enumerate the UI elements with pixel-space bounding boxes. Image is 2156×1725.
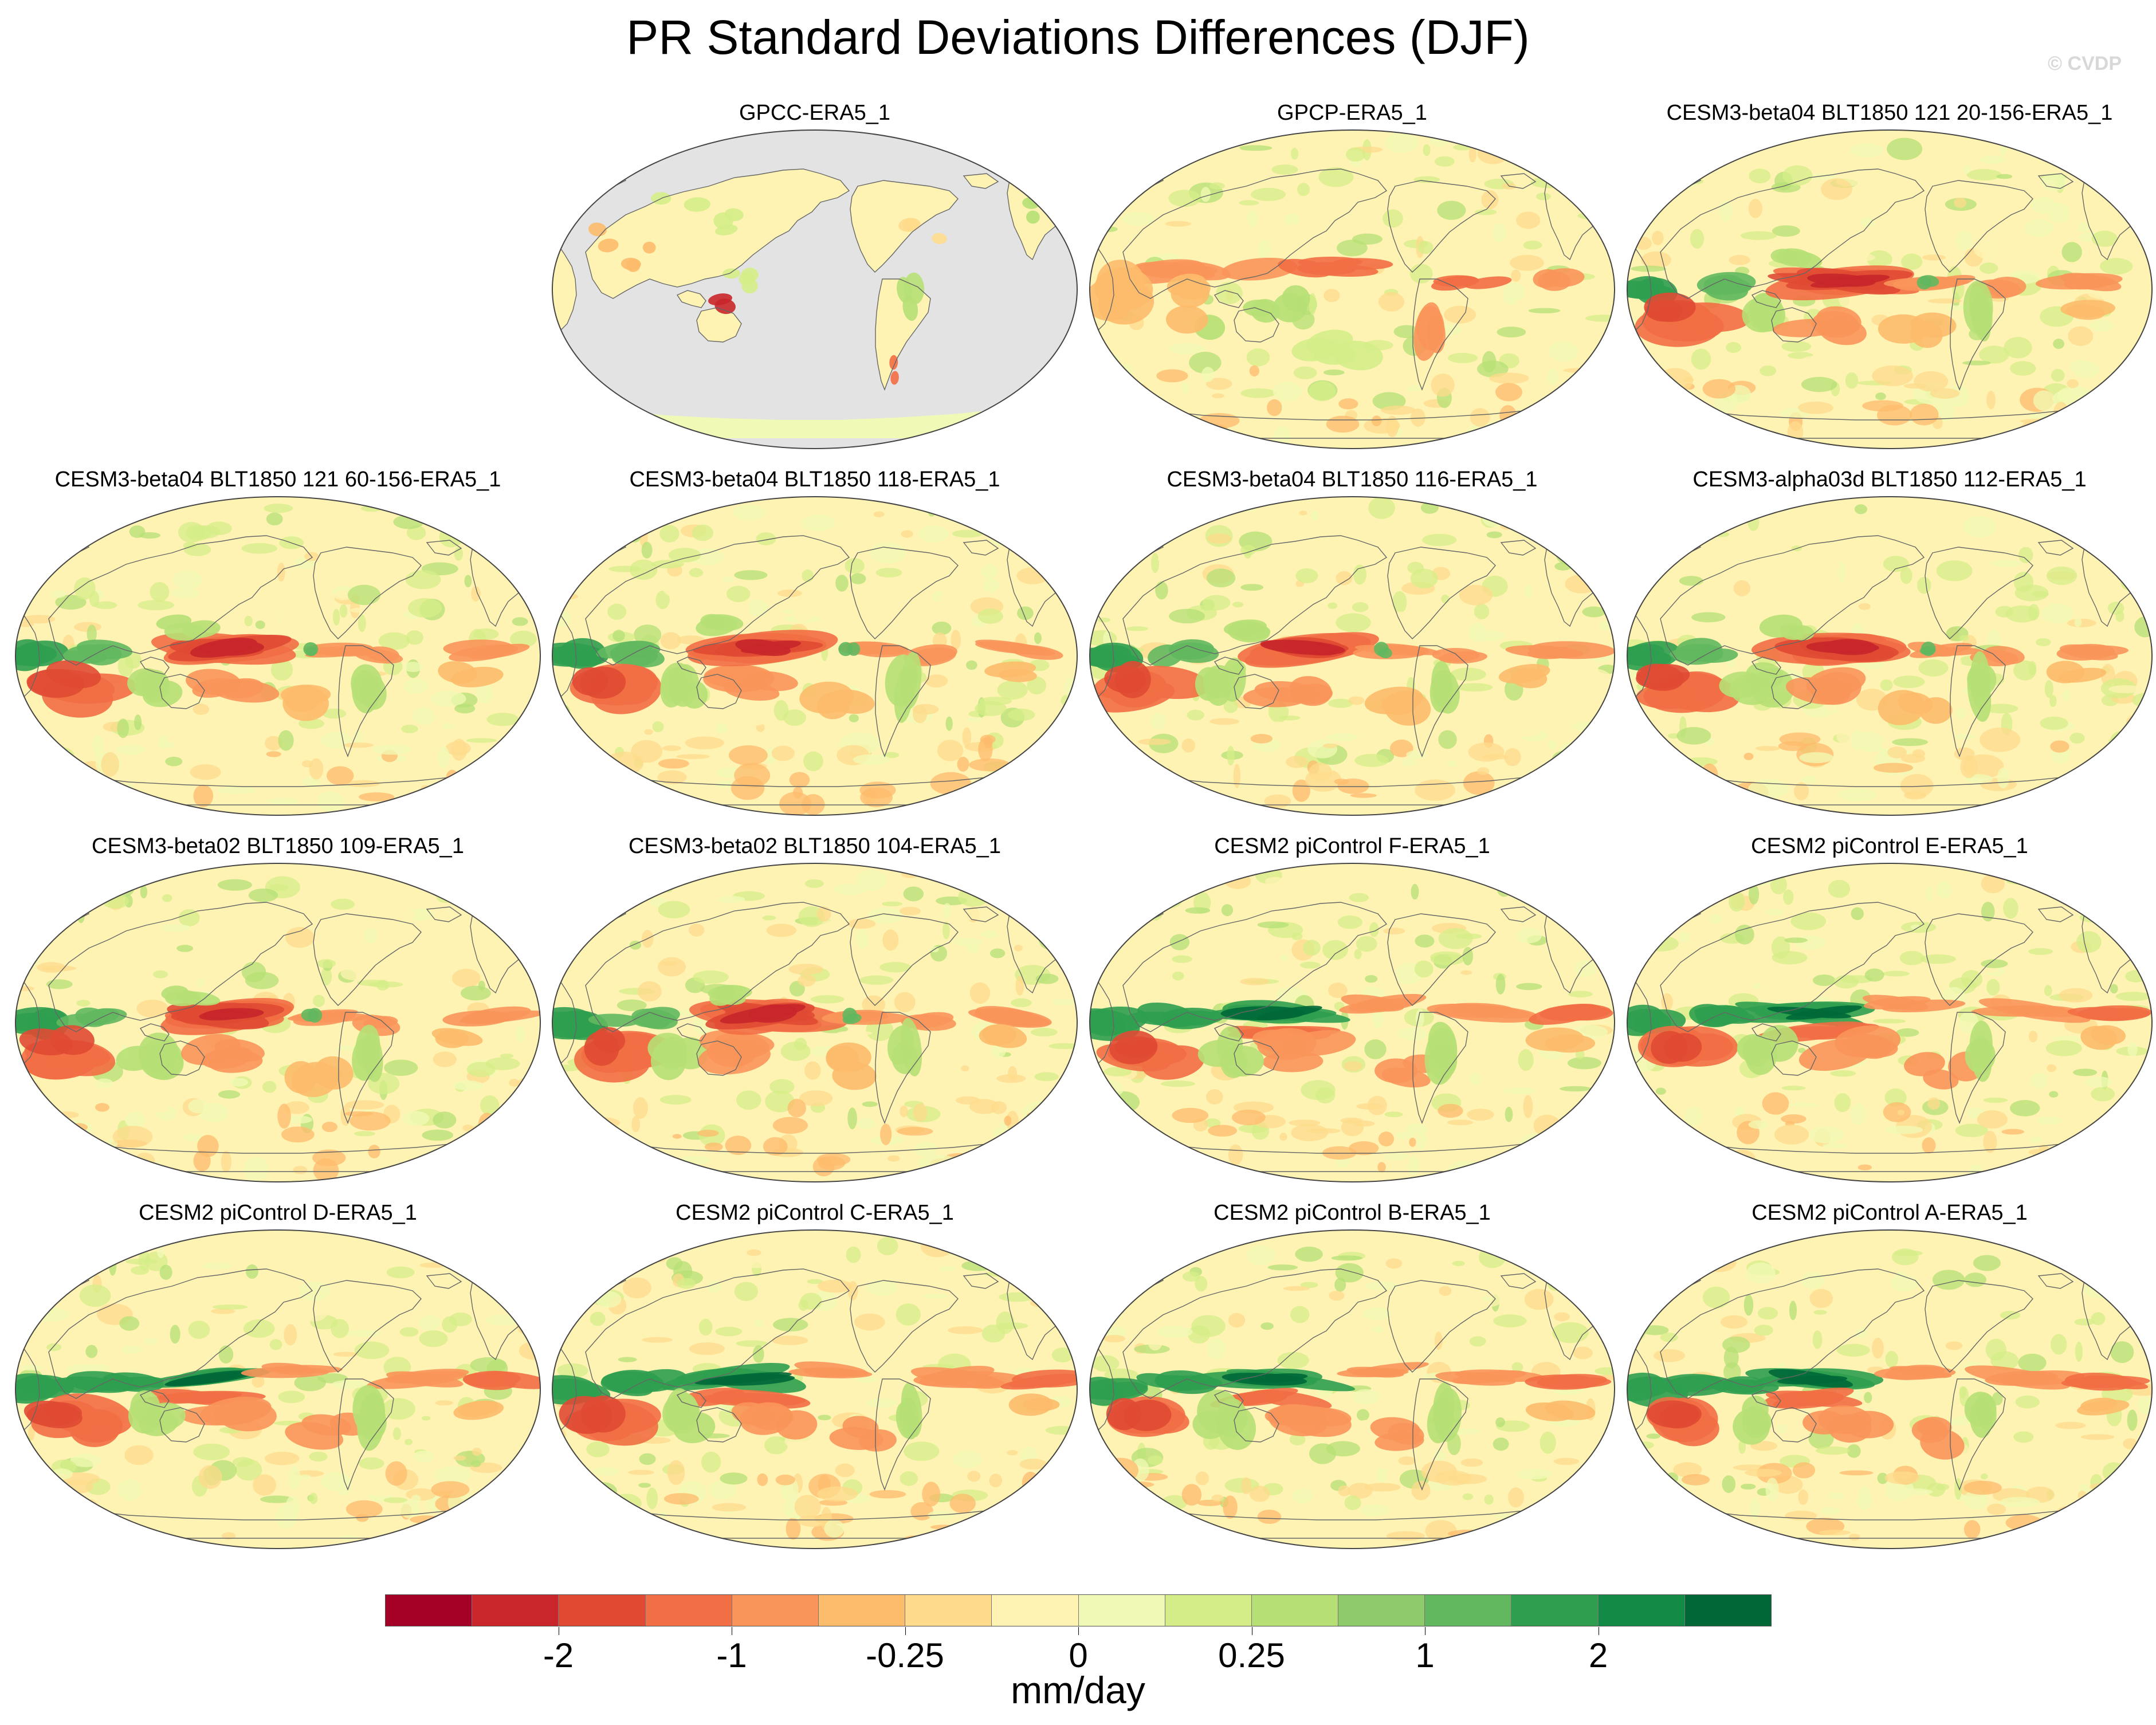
- colorbar-swatch: [1338, 1595, 1425, 1626]
- colorbar-swatch: [1684, 1595, 1771, 1626]
- world-map: [1089, 496, 1615, 816]
- world-map: [1627, 1229, 2153, 1549]
- panel-title: GPCC-ERA5_1: [739, 101, 890, 125]
- world-map: [15, 496, 541, 816]
- world-map: [1627, 863, 2153, 1182]
- map-field: [1090, 863, 1615, 1182]
- figure-title: PR Standard Deviations Differences (DJF): [626, 10, 1530, 64]
- map-panel: GPCC-ERA5_1: [551, 100, 1078, 449]
- map-panel: CESM3-beta04 BLT1850 116-ERA5_1: [1089, 467, 1616, 816]
- map-panel: CESM3-alpha03d BLT1850 112-ERA5_1: [1626, 467, 2153, 816]
- panel-title: CESM2 piControl A-ERA5_1: [1751, 1201, 2028, 1225]
- panel-title: CESM2 piControl F-ERA5_1: [1214, 834, 1490, 858]
- map-field: [1627, 1230, 2152, 1549]
- map-field: [1090, 1230, 1615, 1549]
- colorbar-swatch: [559, 1595, 646, 1626]
- map-panel: CESM2 piControl F-ERA5_1: [1089, 834, 1616, 1182]
- panel-title: CESM3-beta04 BLT1850 118-ERA5_1: [629, 467, 1000, 492]
- colorbar-swatch: [1251, 1595, 1339, 1626]
- colorbar-swatch: [1425, 1595, 1512, 1626]
- map-panel: CESM2 piControl B-ERA5_1: [1089, 1200, 1616, 1549]
- colorbar-swatch: [905, 1595, 992, 1626]
- colorbar-tick-label: 2: [1588, 1636, 1608, 1675]
- world-map: [15, 863, 541, 1182]
- colorbar-tick-label: 0.25: [1218, 1636, 1285, 1675]
- map-panel: CESM3-beta04 BLT1850 121 20-156-ERA5_1: [1626, 100, 2153, 449]
- colorbar-units-label: mm/day: [1011, 1669, 1145, 1711]
- colorbar: [385, 1594, 1772, 1626]
- panel-title: CESM2 piControl D-ERA5_1: [139, 1201, 417, 1225]
- colorbar-swatch: [386, 1595, 473, 1626]
- map-field: [552, 863, 1077, 1182]
- colorbar-swatch: [645, 1595, 732, 1626]
- panel-title: CESM3-beta04 BLT1850 116-ERA5_1: [1167, 467, 1538, 492]
- panel-title: CESM3-beta02 BLT1850 104-ERA5_1: [629, 834, 1001, 858]
- panel-title: CESM2 piControl B-ERA5_1: [1214, 1201, 1491, 1225]
- map-panel: CESM3-beta04 BLT1850 118-ERA5_1: [551, 467, 1078, 816]
- map-field: [15, 497, 540, 815]
- world-map: [552, 1229, 1078, 1549]
- map-field: [1627, 497, 2152, 815]
- map-panel: CESM3-beta04 BLT1850 121 60-156-ERA5_1: [14, 467, 541, 816]
- world-map: [552, 129, 1078, 449]
- colorbar-tick-label: -0.25: [866, 1636, 944, 1675]
- world-map: [552, 496, 1078, 816]
- colorbar-swatch: [1511, 1595, 1599, 1626]
- map-panel: CESM3-beta02 BLT1850 104-ERA5_1: [551, 834, 1078, 1182]
- colorbar-swatch: [992, 1595, 1079, 1626]
- panel-title: CESM3-beta04 BLT1850 121 60-156-ERA5_1: [54, 467, 501, 492]
- colorbar-swatch: [472, 1595, 559, 1626]
- world-map: [15, 1229, 541, 1549]
- map-panel: CESM3-beta02 BLT1850 109-ERA5_1: [14, 834, 541, 1182]
- world-map: [552, 863, 1078, 1182]
- world-map: [1089, 863, 1615, 1182]
- panel-title: CESM3-alpha03d BLT1850 112-ERA5_1: [1692, 467, 2087, 492]
- colorbar-tick-label: 0: [1069, 1636, 1088, 1675]
- world-map: [1089, 1229, 1615, 1549]
- map-field: [15, 1230, 540, 1549]
- colorbar-tick: [905, 1627, 906, 1635]
- colorbar-swatch: [1598, 1595, 1685, 1626]
- map-field: [1090, 497, 1615, 815]
- map-panel: CESM2 piControl E-ERA5_1: [1626, 834, 2153, 1182]
- panel-title: CESM2 piControl C-ERA5_1: [676, 1201, 954, 1225]
- panel-title: CESM3-beta02 BLT1850 109-ERA5_1: [92, 834, 464, 858]
- map-field: [552, 1230, 1077, 1549]
- panel-title: CESM3-beta04 BLT1850 121 20-156-ERA5_1: [1666, 101, 2113, 125]
- panel-title: GPCP-ERA5_1: [1277, 101, 1427, 125]
- map-field: [552, 130, 1077, 449]
- world-map: [1089, 129, 1615, 449]
- world-map: [1627, 129, 2153, 449]
- colorbar-swatch: [1165, 1595, 1252, 1626]
- map-field: [15, 863, 540, 1182]
- map-field: [1627, 863, 2152, 1182]
- colorbar-tick-label: -2: [543, 1636, 574, 1675]
- colorbar-tick-label: -1: [716, 1636, 747, 1675]
- colorbar-tick: [1078, 1627, 1079, 1635]
- map-field: [552, 497, 1077, 815]
- map-panel: CESM2 piControl D-ERA5_1: [14, 1200, 541, 1549]
- cvdp-watermark: © CVDP: [2048, 53, 2122, 74]
- colorbar-swatch: [818, 1595, 906, 1626]
- map-panel: GPCP-ERA5_1: [1089, 100, 1616, 449]
- map-panel: CESM2 piControl A-ERA5_1: [1626, 1200, 2153, 1549]
- map-field: [1627, 130, 2152, 449]
- colorbar-tick-label: 1: [1415, 1636, 1435, 1675]
- map-panel: CESM2 piControl C-ERA5_1: [551, 1200, 1078, 1549]
- colorbar-swatch: [1078, 1595, 1165, 1626]
- colorbar-swatch: [732, 1595, 819, 1626]
- world-map: [1627, 496, 2153, 816]
- panel-title: CESM2 piControl E-ERA5_1: [1751, 834, 2028, 858]
- map-field: [1090, 130, 1615, 449]
